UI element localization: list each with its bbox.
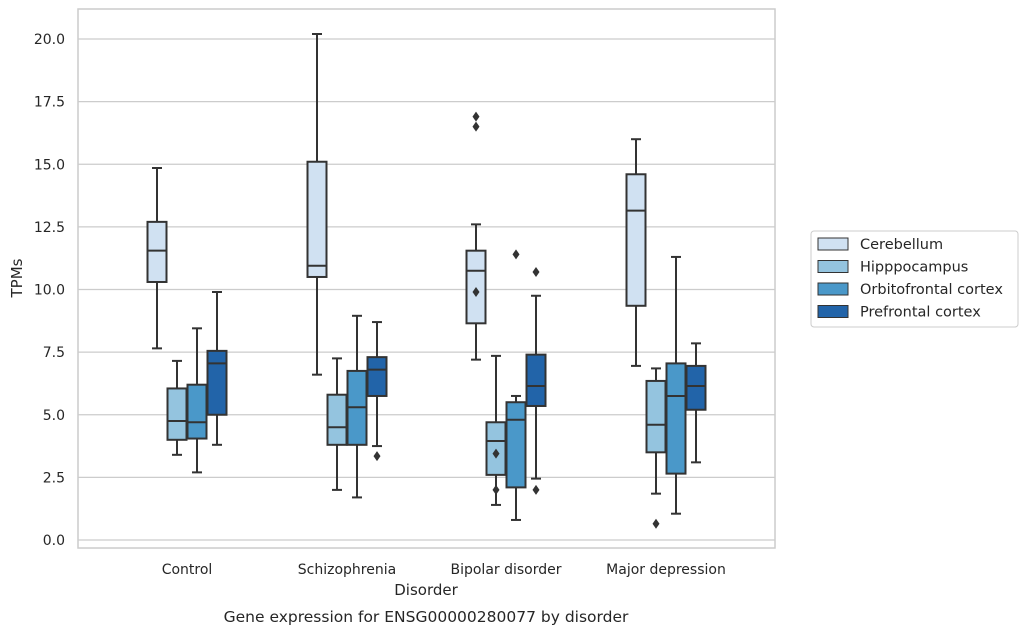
- x-axis-ticks: Control Schizophrenia Bipolar disorder Majo…: [162, 562, 726, 578]
- outlier-point: [492, 484, 500, 495]
- box-hipppocampus: [326, 357, 348, 491]
- box-cerebellum: [306, 32, 328, 376]
- y-tick-label: 0.0: [43, 533, 65, 549]
- legend-label: Hipppocampus: [860, 260, 968, 276]
- chart-caption: Gene expression for ENSG00000280077 by d…: [224, 608, 629, 626]
- outlier-point: [512, 249, 520, 260]
- iqr-box: [505, 401, 527, 489]
- iqr-box: [485, 421, 507, 476]
- box-orbitofrontal-cortex: [346, 314, 368, 499]
- box-orbitofrontal-cortex: [665, 255, 687, 515]
- iqr-box: [306, 160, 328, 278]
- y-tick-label: 15.0: [34, 157, 65, 173]
- legend-swatch: [817, 237, 849, 251]
- iqr-box: [146, 220, 168, 283]
- outlier-point: [532, 484, 540, 495]
- y-tick-label: 7.5: [43, 345, 65, 361]
- x-tick-label: Major depression: [606, 562, 726, 578]
- legend-label: Prefrontal cortex: [860, 305, 981, 321]
- outlier-point: [472, 121, 480, 132]
- box-orbitofrontal-cortex: [505, 249, 527, 521]
- y-tick-label: 17.5: [34, 95, 65, 111]
- outlier-point: [492, 448, 500, 459]
- x-axis-label: Disorder: [394, 581, 458, 599]
- box-prefrontal-cortex: [206, 291, 228, 446]
- iqr-box: [366, 356, 388, 397]
- iqr-box: [206, 349, 228, 416]
- outlier-point: [472, 111, 480, 122]
- iqr-box: [645, 379, 667, 454]
- legend: Cerebellum Hipppocampus Orbitofrontal cort…: [810, 230, 1019, 328]
- y-axis-label: TPMs: [8, 258, 26, 298]
- legend-swatch: [817, 282, 849, 296]
- outlier-point: [652, 518, 660, 529]
- box-cerebellum: [465, 111, 487, 361]
- box-hipppocampus: [645, 367, 667, 529]
- iqr-box: [685, 364, 707, 411]
- y-tick-label: 20.0: [34, 32, 65, 48]
- x-tick-label: Schizophrenia: [298, 562, 396, 578]
- y-tick-label: 12.5: [34, 220, 65, 236]
- iqr-box: [625, 173, 647, 307]
- iqr-box: [166, 387, 188, 441]
- box-prefrontal-cortex: [525, 266, 547, 495]
- legend-swatch: [817, 260, 849, 273]
- box-prefrontal-cortex: [366, 321, 388, 462]
- y-tick-label: 5.0: [43, 408, 65, 424]
- box-cerebellum: [146, 167, 168, 350]
- iqr-box: [186, 383, 208, 440]
- iqr-box: [525, 353, 547, 407]
- box-plot-series: [146, 32, 707, 529]
- box-cerebellum: [625, 138, 647, 367]
- x-tick-label: Bipolar disorder: [450, 562, 561, 578]
- legend-frame: [810, 230, 1019, 328]
- box-hipppocampus: [166, 359, 188, 456]
- x-tick-label: Control: [162, 562, 213, 578]
- box-prefrontal-cortex: [685, 342, 707, 464]
- outlier-point: [472, 287, 480, 298]
- legend-swatch: [817, 305, 849, 318]
- iqr-box: [326, 393, 348, 446]
- iqr-box: [665, 362, 687, 475]
- legend-label: Cerebellum: [860, 237, 943, 253]
- y-axis-ticks: 0.0 2.5 5.0 7.5 10.0 12.5 15.0 17.5 20.0: [34, 32, 65, 549]
- outlier-point: [373, 451, 381, 462]
- outlier-point: [532, 266, 540, 277]
- y-tick-label: 10.0: [34, 283, 65, 299]
- iqr-box: [465, 249, 487, 325]
- legend-label: Orbitofrontal cortex: [860, 282, 1003, 298]
- box-orbitofrontal-cortex: [186, 327, 208, 474]
- box-hipppocampus: [485, 354, 507, 506]
- y-tick-label: 2.5: [43, 470, 65, 486]
- plot-frame: [77, 8, 776, 549]
